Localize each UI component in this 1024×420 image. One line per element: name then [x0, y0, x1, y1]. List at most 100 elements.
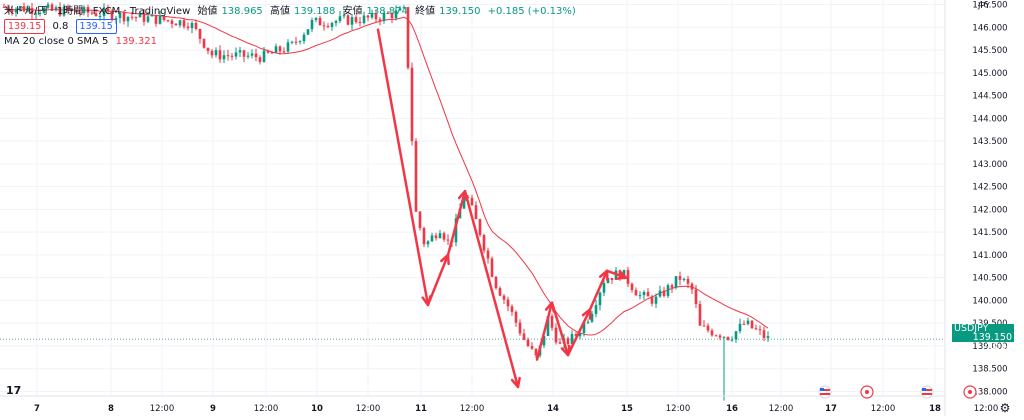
candle-body [522, 333, 526, 340]
candle-body [598, 292, 602, 306]
candle-body [670, 285, 674, 288]
sell-button[interactable]: 139.15 [4, 19, 46, 34]
trend-arrow-line [550, 301, 570, 357]
candle-body [574, 334, 578, 337]
settings-gear-icon[interactable]: ⚙ [1000, 401, 1011, 415]
marker-dot [968, 390, 972, 394]
candle-body [382, 12, 386, 21]
x-tick-label: 18 [929, 404, 941, 414]
change-value: +0.185 (+0.13%) [487, 6, 576, 17]
candle-body [650, 296, 654, 304]
flag-circle [818, 385, 832, 399]
candle-body [718, 335, 722, 338]
candle-body [302, 34, 306, 42]
candle-body [698, 304, 702, 326]
x-tick-label: 11 [415, 404, 427, 414]
candle-body [210, 51, 214, 56]
buy-button[interactable]: 139.15 [75, 19, 117, 34]
x-tick-label: 15 [621, 404, 633, 414]
candle-body [590, 313, 594, 322]
candle-body [274, 46, 278, 53]
currency-label: JPY [977, 1, 990, 10]
ma-value: 139.321 [115, 36, 157, 47]
candle-body [102, 8, 106, 16]
tradingview-logo-icon[interactable]: 17 [6, 384, 22, 397]
candle-body [38, 12, 42, 14]
candle-body [18, 6, 22, 9]
x-tick-label: 10 [311, 404, 323, 414]
trend-arrow-line [535, 301, 554, 361]
candle-body [186, 26, 190, 29]
candle-body [410, 67, 414, 142]
event-marker-icon [860, 385, 874, 399]
open-label: 始値 [197, 6, 218, 17]
candle-body [234, 52, 238, 57]
price-tag-price: 139.150 [972, 332, 1012, 343]
candle-body [126, 16, 130, 22]
x-tick-label: 14 [547, 404, 559, 414]
candle-body [2, 6, 6, 8]
candle-body [34, 13, 38, 15]
candle-body [470, 197, 474, 206]
candle-body [586, 321, 590, 323]
trade-row: 139.15 0.8 139.15 [4, 19, 117, 34]
close-value: 139.150 [439, 6, 481, 17]
candle-body [694, 289, 698, 305]
candle-body [354, 17, 358, 22]
candle-body [358, 21, 362, 23]
trend-arrow-head [510, 376, 521, 389]
x-tick-label: 12:00 [356, 404, 381, 414]
event-marker-icon [963, 385, 977, 399]
candle-body [86, 7, 90, 13]
candle-body [310, 20, 314, 30]
x-tick-label: 12:00 [254, 404, 279, 414]
candle-body [362, 15, 366, 23]
candle-body [250, 53, 254, 56]
candle-body [306, 29, 310, 35]
flag-canton [820, 388, 824, 391]
candle-body [282, 51, 286, 53]
candle-body [662, 290, 666, 296]
candle-body [706, 325, 710, 331]
candle-body [90, 12, 94, 14]
indicator-legend[interactable]: MA 20 close 0 SMA 5 139.321 [4, 36, 157, 47]
candle-body [490, 258, 494, 277]
current-price-tag: USDJPY 139.150 43:14 [952, 324, 1014, 351]
y-tick-label: 138.000 [972, 387, 1007, 397]
candle-body [166, 20, 170, 22]
y-tick-label: 145.500 [972, 46, 1007, 56]
candle-body [258, 57, 262, 62]
candle-body [386, 12, 390, 14]
candle-body [162, 15, 166, 21]
candle-body [530, 345, 534, 349]
candle-body [54, 7, 58, 10]
candle-body [430, 235, 434, 242]
symbol-title[interactable]: 米ドル/円 · 1時間 · FXCM · TradingView [4, 6, 191, 17]
y-tick-label: 143.000 [972, 160, 1007, 170]
candle-body [350, 17, 354, 25]
candle-body [734, 331, 738, 340]
chart-header: 米ドル/円 · 1時間 · FXCM · TradingView 始値 138.9… [4, 2, 580, 17]
candle-body [394, 10, 398, 19]
candle-body [690, 283, 694, 290]
candle-body [50, 4, 54, 10]
candle-body [98, 15, 102, 17]
x-tick-label: 12:00 [769, 404, 794, 414]
candle-body [262, 50, 266, 62]
close-label: 終値 [415, 6, 436, 17]
candle-body [402, 7, 406, 9]
x-tick-label: 12:00 [460, 404, 485, 414]
candle-body [130, 16, 134, 18]
y-tick-label: 140.500 [972, 274, 1007, 284]
candle-body [750, 320, 754, 329]
us-flag-icon [818, 385, 832, 399]
y-tick-label: 142.500 [972, 183, 1007, 193]
candle-body [30, 7, 34, 15]
candle-body [106, 8, 110, 12]
candle-body [570, 334, 574, 345]
candle-body [318, 17, 322, 26]
candle-body [374, 12, 378, 20]
candle-body [638, 295, 642, 297]
